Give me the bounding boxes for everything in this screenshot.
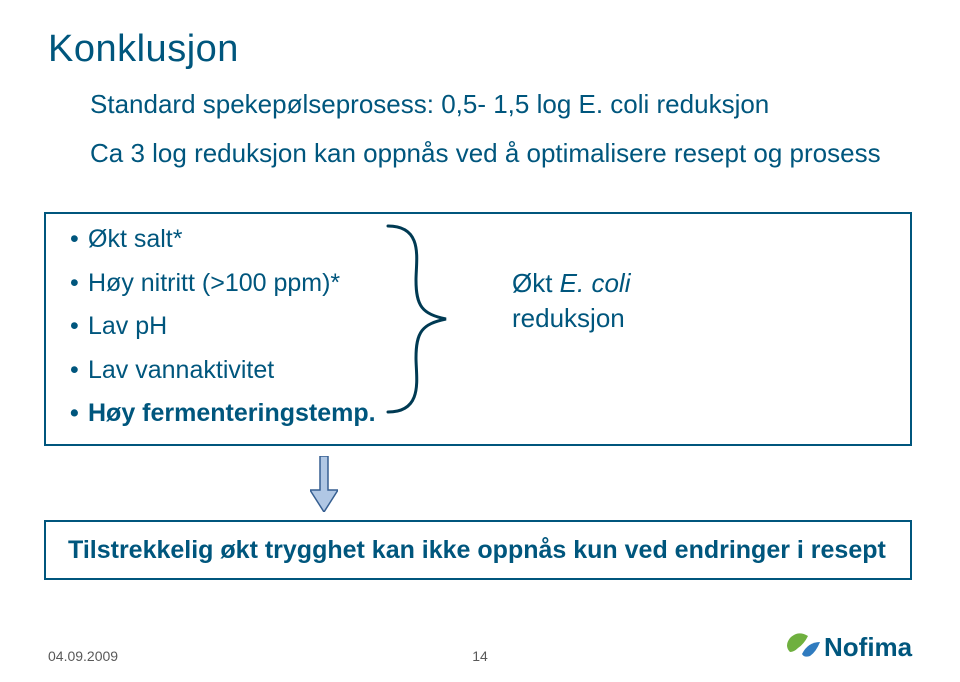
subtitle-line-1: Standard spekepølseprosess: 0,5- 1,5 log…: [90, 89, 912, 120]
result-suffix: reduksjon: [512, 303, 625, 333]
result-text: Økt E. coli reduksjon: [512, 266, 630, 336]
page-number: 14: [472, 648, 488, 664]
result-italic: E. coli: [560, 268, 631, 298]
slide: Konklusjon Standard spekepølseprosess: 0…: [0, 0, 960, 682]
footer-date: 04.09.2009: [48, 648, 118, 664]
result-prefix: Økt: [512, 268, 560, 298]
conclusion-box: Tilstrekkelig økt trygghet kan ikke oppn…: [44, 520, 912, 580]
slide-title: Konklusjon: [48, 28, 912, 71]
brace-path: [388, 226, 446, 412]
logo-leaf-green: [787, 633, 808, 652]
conclusion-text: Tilstrekkelig økt trygghet kan ikke oppn…: [68, 536, 886, 565]
logo-text: Nofima: [824, 632, 913, 662]
arrow-path: [310, 456, 338, 512]
down-arrow-icon: [310, 456, 338, 512]
subtitle-line-2: Ca 3 log reduksjon kan oppnås ved å opti…: [90, 136, 912, 171]
logo-leaf-blue: [802, 642, 820, 657]
curly-brace-icon: [368, 220, 488, 418]
nofima-logo: Nofima: [784, 624, 924, 670]
